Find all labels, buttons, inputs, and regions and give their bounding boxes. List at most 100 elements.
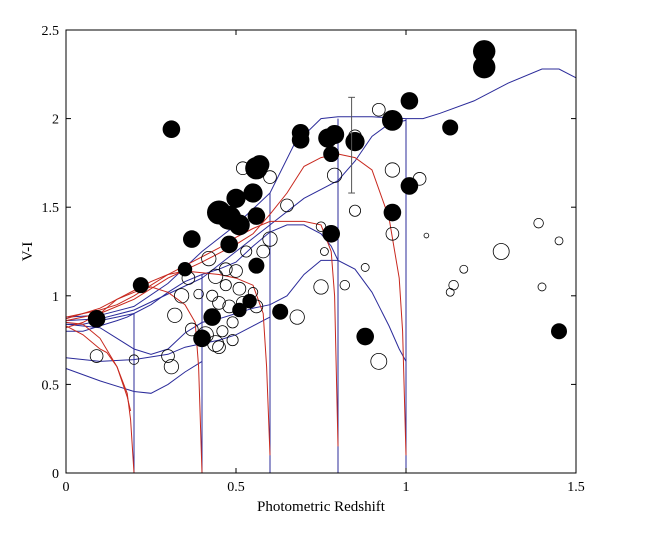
open-point-51 — [459, 264, 469, 274]
filled-point-21 — [291, 131, 310, 149]
open-point-53 — [533, 217, 544, 229]
filled-point-31 — [400, 92, 419, 110]
y-tick-label-2: 1 — [52, 290, 59, 305]
open-point-31 — [262, 231, 278, 247]
open-point-23 — [229, 264, 243, 278]
open-point-50 — [448, 279, 459, 291]
open-point-4 — [167, 307, 183, 323]
filled-point-13 — [242, 293, 257, 309]
filled-point-29 — [383, 203, 402, 222]
x-tick-label-0: 0 — [63, 480, 70, 495]
open-point-37 — [319, 247, 329, 256]
open-point-1 — [128, 354, 140, 365]
filled-point-24 — [322, 224, 341, 243]
open-point-52 — [492, 243, 510, 260]
y-tick-label-0: 0 — [52, 467, 59, 482]
filled-point-11 — [229, 214, 250, 236]
model-tracks — [65, 68, 577, 474]
filled-point-5 — [193, 329, 211, 348]
red-track-5 — [65, 325, 132, 412]
filled-point-23 — [323, 146, 340, 163]
filled-point-34 — [473, 56, 496, 79]
open-point-0 — [89, 349, 104, 363]
data-points — [87, 40, 567, 375]
red-track-2 — [65, 270, 271, 456]
open-point-30 — [256, 244, 271, 259]
open-point-33 — [280, 198, 294, 213]
open-point-18 — [219, 279, 232, 292]
filled-point-1 — [132, 277, 149, 294]
open-point-2 — [161, 349, 175, 363]
filled-point-3 — [177, 262, 193, 277]
open-point-46 — [385, 226, 400, 241]
open-point-45 — [384, 162, 400, 178]
open-point-16 — [212, 340, 226, 354]
axes-frame — [65, 29, 577, 474]
open-point-21 — [226, 316, 239, 329]
filled-point-28 — [382, 109, 403, 131]
open-point-3 — [163, 359, 179, 375]
filled-point-2 — [162, 120, 181, 139]
open-point-48 — [423, 232, 430, 239]
filled-point-18 — [250, 155, 270, 175]
blue-track-4 — [65, 259, 407, 362]
red-track-4 — [65, 321, 135, 474]
filled-point-25 — [325, 124, 345, 145]
open-point-11 — [206, 289, 219, 302]
filled-point-19 — [272, 303, 289, 320]
blue-track-3 — [66, 313, 135, 332]
filled-point-30 — [400, 177, 419, 195]
blue-track-2 — [66, 224, 339, 325]
blue-track-0 — [65, 68, 577, 318]
x-tick-label-1: 0.5 — [227, 480, 245, 495]
y-tick-label-1: 0.5 — [42, 378, 60, 393]
filled-point-0 — [87, 310, 106, 328]
open-point-10 — [201, 250, 217, 267]
filled-point-10 — [226, 188, 246, 208]
filled-point-12 — [232, 302, 247, 318]
open-point-43 — [370, 352, 388, 370]
filled-point-32 — [442, 119, 459, 136]
open-point-38 — [326, 167, 343, 183]
blue-track-6 — [65, 360, 203, 394]
open-point-24 — [232, 281, 247, 296]
open-point-36 — [315, 221, 327, 232]
filled-point-27 — [356, 327, 375, 346]
open-point-42 — [360, 263, 370, 272]
open-point-55 — [554, 236, 564, 246]
y-tick-label-4: 2 — [52, 113, 59, 128]
open-point-22 — [226, 334, 239, 347]
open-point-34 — [289, 309, 305, 325]
open-point-14 — [208, 268, 224, 284]
y-tick-label-5: 2.5 — [42, 24, 60, 39]
open-point-8 — [193, 288, 204, 300]
open-point-15 — [212, 296, 226, 310]
open-point-17 — [216, 325, 229, 338]
y-tick-label-3: 1.5 — [42, 201, 60, 216]
open-point-40 — [348, 204, 361, 217]
y-axis-title: V-I — [20, 242, 36, 261]
open-point-5 — [174, 288, 190, 304]
open-point-32 — [263, 170, 277, 184]
open-point-35 — [313, 279, 329, 295]
x-tick-label-2: 1 — [403, 480, 410, 495]
filled-point-6 — [203, 308, 221, 326]
filled-point-4 — [183, 230, 201, 248]
x-axis-title: Photometric Redshift — [257, 499, 386, 515]
axis-ticks: 0 0.5 1 1.5 0 0.5 1 1.5 2 2.5 — [42, 24, 585, 495]
filled-point-14 — [243, 183, 263, 203]
open-point-7 — [185, 322, 199, 337]
filled-point-16 — [247, 207, 266, 225]
open-point-49 — [445, 287, 455, 297]
open-point-27 — [240, 245, 253, 258]
open-point-19 — [219, 262, 233, 277]
filled-point-33 — [473, 40, 496, 63]
filled-point-8 — [220, 235, 238, 254]
open-point-39 — [339, 279, 351, 291]
filled-point-26 — [345, 132, 365, 152]
open-point-44 — [371, 102, 386, 117]
filled-point-15 — [248, 257, 265, 274]
x-tick-label-3: 1.5 — [567, 480, 585, 495]
filled-point-35 — [551, 323, 567, 340]
